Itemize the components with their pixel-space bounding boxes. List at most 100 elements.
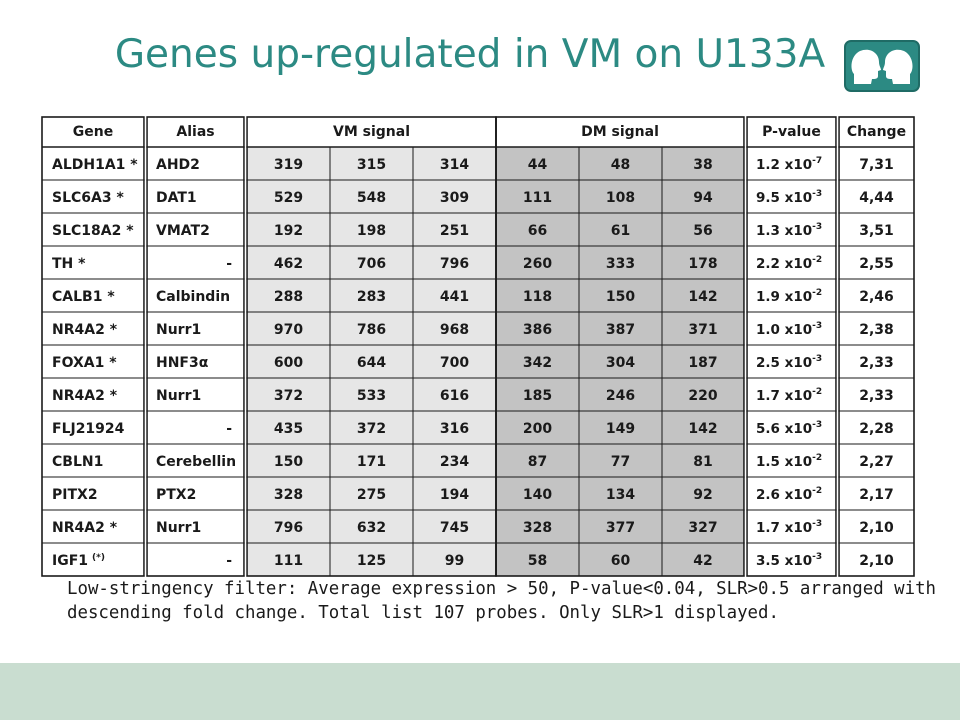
cell-alias: Calbindin xyxy=(156,289,230,305)
cell-vm-signal: 125 xyxy=(357,553,386,569)
cell-dm-signal: 42 xyxy=(693,553,712,569)
cell-vm-signal: 796 xyxy=(274,520,303,536)
cell-change: 4,44 xyxy=(859,190,894,206)
cell-change: 2,28 xyxy=(859,421,894,437)
cell-vm-signal: 706 xyxy=(357,256,386,272)
cell-vm-signal: 632 xyxy=(357,520,386,536)
cell-dm-signal: 304 xyxy=(606,355,635,371)
panel-gap xyxy=(836,116,839,577)
cell-dm-signal: 328 xyxy=(523,520,552,536)
cell-dm-signal: 342 xyxy=(523,355,552,371)
cell-vm-signal: 234 xyxy=(440,454,469,470)
header-vm-signal: VM signal xyxy=(333,124,410,140)
cell-dm-signal: 200 xyxy=(523,421,552,437)
panel-border-pvalue xyxy=(746,116,837,577)
panel-border-gene xyxy=(41,116,145,577)
cell-p-value: 2.5 x10-3 xyxy=(756,354,822,371)
cell-vm-signal: 786 xyxy=(357,322,386,338)
cell-vm-signal: 150 xyxy=(274,454,303,470)
cell-dm-signal: 386 xyxy=(523,322,552,338)
cell-vm-signal: 328 xyxy=(274,487,303,503)
cell-dm-signal: 246 xyxy=(606,388,635,404)
cell-vm-signal: 275 xyxy=(357,487,386,503)
cell-dm-signal: 111 xyxy=(523,190,552,206)
cell-alias: AHD2 xyxy=(156,157,200,173)
footer-band xyxy=(0,663,960,720)
cell-vm-signal: 111 xyxy=(274,553,303,569)
cell-dm-signal: 178 xyxy=(688,256,717,272)
cell-gene: NR4A2 * xyxy=(52,322,118,338)
cell-p-value: 5.6 x10-3 xyxy=(756,420,822,437)
cell-vm-signal: 600 xyxy=(274,355,303,371)
cell-change: 2,27 xyxy=(859,454,894,470)
panel-gap xyxy=(244,116,247,577)
cell-dm-signal: 140 xyxy=(523,487,552,503)
cell-p-value: 1.2 x10-7 xyxy=(756,156,822,173)
cell-vm-signal: 548 xyxy=(357,190,386,206)
cell-alias: - xyxy=(226,553,232,569)
cell-vm-signal: 616 xyxy=(440,388,469,404)
cell-vm-signal: 968 xyxy=(440,322,469,338)
cell-dm-signal: 66 xyxy=(528,223,547,239)
cell-alias: Nurr1 xyxy=(156,388,201,404)
cell-gene: NR4A2 * xyxy=(52,388,118,404)
cell-vm-signal: 251 xyxy=(440,223,469,239)
cell-gene: PITX2 xyxy=(52,487,98,503)
cell-dm-signal: 150 xyxy=(606,289,635,305)
cell-p-value: 1.7 x10-2 xyxy=(756,387,822,404)
cell-vm-signal: 745 xyxy=(440,520,469,536)
cell-vm-signal: 314 xyxy=(440,157,469,173)
slide-title: Genes up-regulated in VM on U133A xyxy=(114,32,826,77)
cell-vm-signal: 99 xyxy=(445,553,464,569)
cell-vm-signal: 319 xyxy=(274,157,303,173)
cell-vm-signal: 796 xyxy=(440,256,469,272)
two-heads-logo-icon xyxy=(844,40,920,92)
cell-dm-signal: 134 xyxy=(606,487,635,503)
cell-alias: PTX2 xyxy=(156,487,196,503)
dm-signal-shading xyxy=(496,147,744,576)
cell-dm-signal: 44 xyxy=(528,157,548,173)
cell-dm-signal: 58 xyxy=(528,553,547,569)
cell-dm-signal: 48 xyxy=(611,157,630,173)
cell-vm-signal: 970 xyxy=(274,322,303,338)
cell-p-value: 9.5 x10-3 xyxy=(756,189,822,206)
cell-change: 2,10 xyxy=(859,553,894,569)
header-p-value: P-value xyxy=(762,124,821,140)
cell-gene: FLJ21924 xyxy=(52,421,125,437)
cell-alias: - xyxy=(226,256,232,272)
cell-gene: ALDH1A1 * xyxy=(52,157,138,173)
cell-alias: HNF3α xyxy=(156,355,209,371)
cell-dm-signal: 81 xyxy=(693,454,712,470)
cell-dm-signal: 61 xyxy=(611,223,630,239)
cell-vm-signal: 644 xyxy=(357,355,386,371)
cell-vm-signal: 288 xyxy=(274,289,303,305)
cell-dm-signal: 92 xyxy=(693,487,712,503)
cell-alias: Nurr1 xyxy=(156,322,201,338)
cell-vm-signal: 315 xyxy=(357,157,386,173)
cell-alias: - xyxy=(226,421,232,437)
cell-dm-signal: 187 xyxy=(688,355,717,371)
cell-p-value: 1.9 x10-2 xyxy=(756,288,822,305)
cell-p-value: 1.0 x10-3 xyxy=(756,321,822,338)
cell-alias: Nurr1 xyxy=(156,520,201,536)
cell-alias: Cerebellin xyxy=(156,454,236,470)
cell-dm-signal: 377 xyxy=(606,520,635,536)
cell-gene: CALB1 * xyxy=(52,289,115,305)
cell-change: 3,51 xyxy=(859,223,894,239)
cell-dm-signal: 56 xyxy=(693,223,712,239)
cell-dm-signal: 60 xyxy=(611,553,631,569)
header-dm-signal: DM signal xyxy=(581,124,659,140)
cell-vm-signal: 194 xyxy=(440,487,469,503)
cell-dm-signal: 77 xyxy=(611,454,630,470)
panel-gap xyxy=(144,116,147,577)
cell-dm-signal: 87 xyxy=(528,454,547,470)
header-gene: Gene xyxy=(73,124,113,140)
panel-border-change xyxy=(838,116,915,577)
cell-vm-signal: 192 xyxy=(274,223,303,239)
cell-dm-signal: 387 xyxy=(606,322,635,338)
cell-p-value: 2.2 x10-2 xyxy=(756,255,822,272)
cell-change: 2,33 xyxy=(859,388,894,404)
cell-dm-signal: 371 xyxy=(688,322,717,338)
cell-vm-signal: 529 xyxy=(274,190,303,206)
